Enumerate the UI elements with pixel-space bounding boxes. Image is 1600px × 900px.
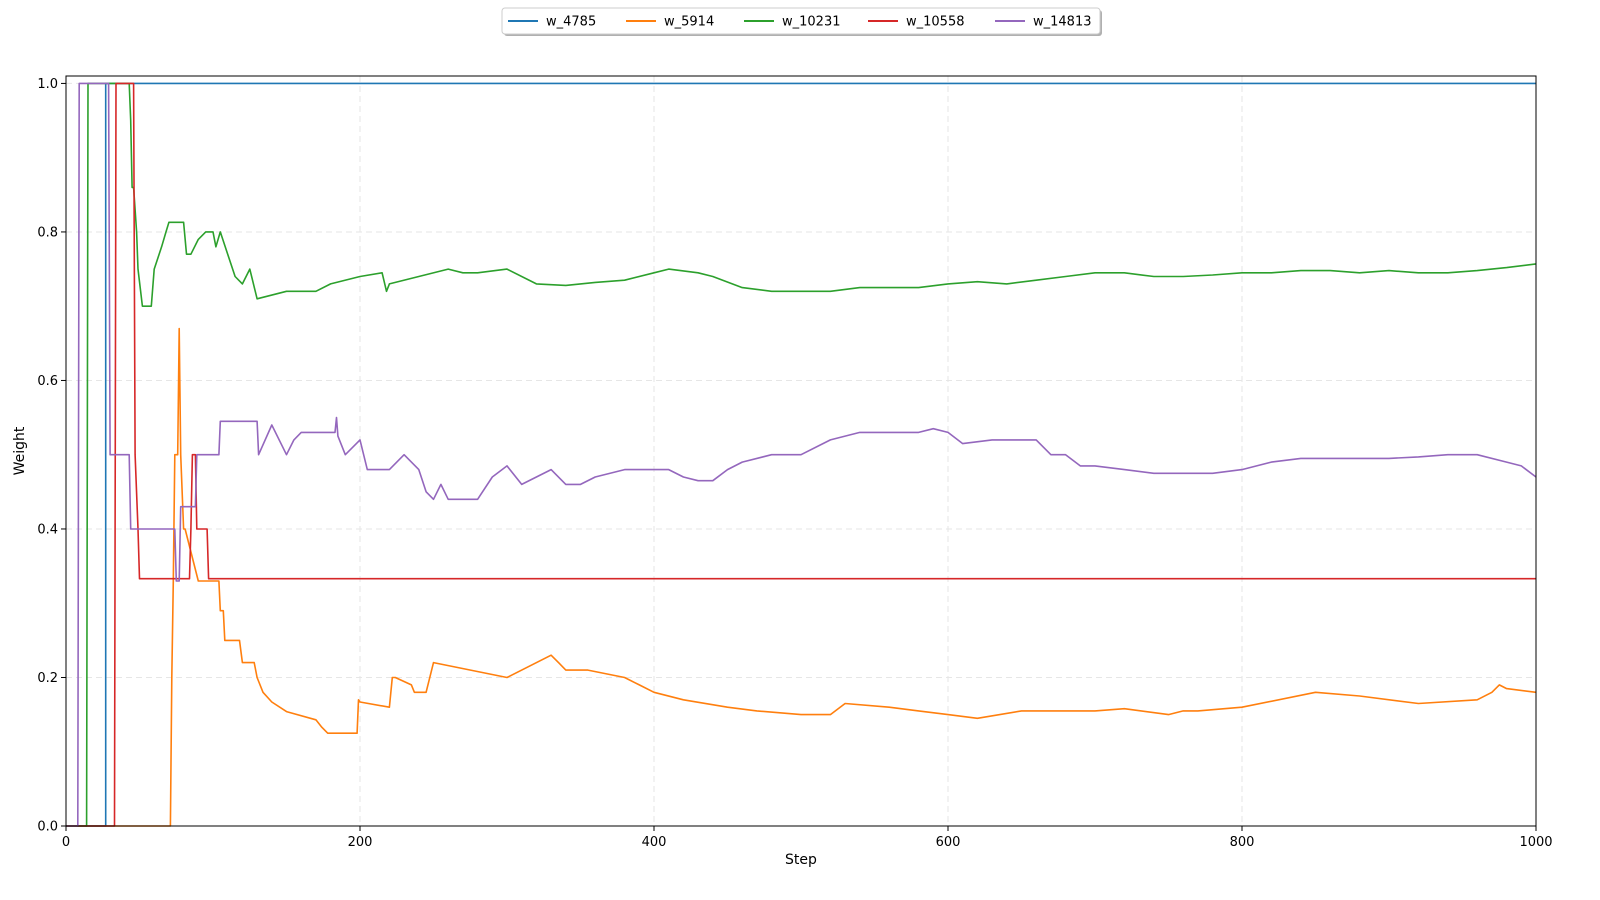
series-line-w_10231 xyxy=(66,82,1537,827)
y-tick-label: 0.0 xyxy=(37,820,58,835)
x-axis-label: Step xyxy=(785,852,817,868)
y-tick-label: 1.0 xyxy=(37,77,58,92)
x-tick-label: 400 xyxy=(642,835,667,850)
legend-label-w_4785: w_4785 xyxy=(546,15,596,30)
legend: w_4785 w_5914 w_10231 w_10558 w_14813 xyxy=(501,7,1102,36)
series-lines xyxy=(66,82,1537,827)
legend-label-w_10231: w_10231 xyxy=(782,15,841,30)
legend-label-w_14813: w_14813 xyxy=(1033,15,1092,30)
plot-frame xyxy=(65,75,1537,827)
x-tick-label: 800 xyxy=(1230,835,1255,850)
y-tick-label: 0.6 xyxy=(37,374,58,389)
legend-label-w_5914: w_5914 xyxy=(664,15,714,30)
x-tick-label: 600 xyxy=(936,835,961,850)
y-tick-label: 0.2 xyxy=(37,671,58,686)
y-tick-label: 0.4 xyxy=(37,522,58,537)
x-axis-ticks: 0 200 400 600 800 1000 xyxy=(62,826,1553,850)
x-tick-label: 200 xyxy=(348,835,373,850)
y-axis-label: Weight xyxy=(12,426,28,475)
x-tick-label: 1000 xyxy=(1519,835,1552,850)
legend-box xyxy=(501,7,1101,35)
series-line-w_10558 xyxy=(66,82,1536,827)
y-axis-ticks: 0.0 0.2 0.4 0.6 0.8 1.0 xyxy=(37,77,66,835)
x-tick-label: 0 xyxy=(62,835,70,850)
series-line-w_5914 xyxy=(66,327,1537,827)
y-tick-label: 0.8 xyxy=(37,225,58,240)
legend-label-w_10558: w_10558 xyxy=(906,15,965,30)
series-line-w_14813 xyxy=(66,82,1537,827)
